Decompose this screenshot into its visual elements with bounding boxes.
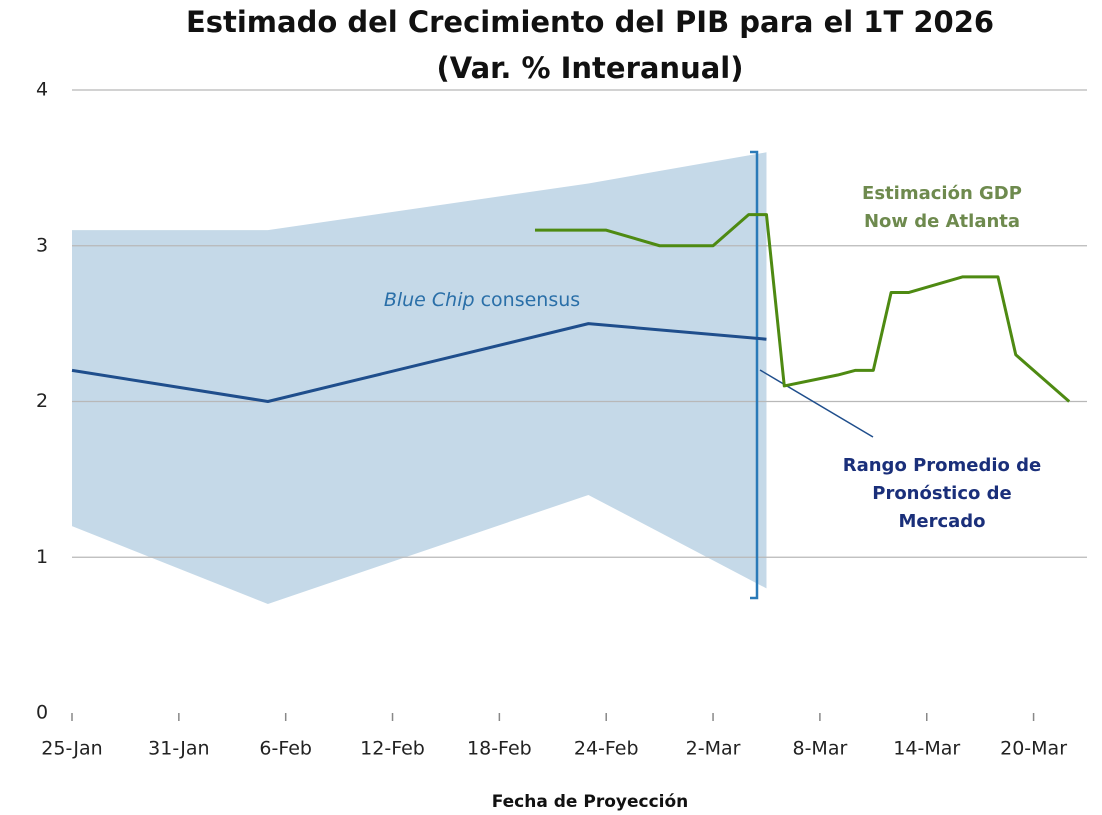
x-tick-label: 12-Feb xyxy=(360,738,425,760)
y-tick-label: 4 xyxy=(36,79,48,101)
blue-chip-annotation: Blue Chip consensus xyxy=(384,289,580,311)
range-bracket xyxy=(750,150,759,600)
x-tick-label: 8-Mar xyxy=(792,738,847,760)
gdpnow-annotation: Now de Atlanta xyxy=(864,211,1020,232)
pointer-line xyxy=(759,369,874,438)
x-tick-label: 14-Mar xyxy=(893,738,960,760)
range-annotation: Pronóstico de xyxy=(872,483,1012,504)
x-tick-label: 2-Mar xyxy=(686,738,741,760)
series-line xyxy=(534,213,1071,403)
band-layer xyxy=(72,152,767,604)
x-tick-label: 18-Feb xyxy=(467,738,532,760)
x-axis-label: Fecha de Proyección xyxy=(492,792,689,812)
x-tick-label: 6-Feb xyxy=(259,738,312,760)
x-tick-label: 31-Jan xyxy=(148,738,209,760)
chart-title: Estimado del Crecimiento del PIB para el… xyxy=(186,5,994,39)
grid-layer: 0 1 2 3 4 25-Jan 31-Jan 6-Feb 12-Feb 18-Feb 24-Feb… xyxy=(36,79,1087,760)
x-tick-label: 24-Feb xyxy=(574,738,639,760)
range-annotation: Rango Promedio de xyxy=(843,455,1042,476)
x-tick-label: 25-Jan xyxy=(41,738,102,760)
y-tick-label: 0 xyxy=(36,702,48,724)
y-tick-label: 3 xyxy=(36,234,48,256)
chart-subtitle: (Var. % Interanual) xyxy=(436,51,743,85)
gdpnow-annotation: Estimación GDP xyxy=(862,183,1022,204)
y-tick-label: 2 xyxy=(36,390,48,412)
range-band xyxy=(72,152,767,604)
line-layer xyxy=(71,213,1071,403)
series-line xyxy=(71,322,767,403)
annotation-part: Blue Chip xyxy=(384,289,475,311)
y-tick-label: 1 xyxy=(36,546,48,568)
range-annotation: Mercado xyxy=(898,511,985,532)
annotation-part: consensus xyxy=(481,289,581,311)
x-tick-label: 20-Mar xyxy=(1000,738,1067,760)
